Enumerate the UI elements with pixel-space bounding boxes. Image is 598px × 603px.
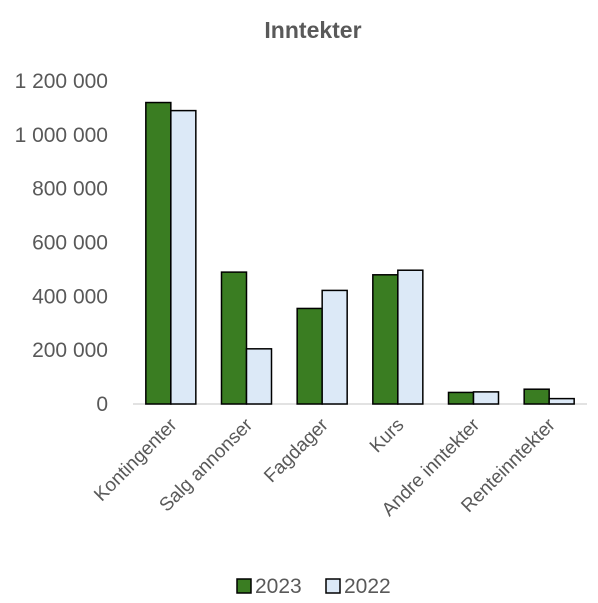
chart-title: Inntekter (264, 17, 361, 43)
bars-group (145, 101, 575, 405)
legend-label-2022: 2022 (344, 575, 391, 598)
y-tick-label: 200 000 (32, 339, 108, 362)
bar-2022-renteinntekter (548, 397, 575, 405)
bar-2023-andre-inntekter (447, 391, 475, 405)
y-tick-label: 1 200 000 (15, 70, 108, 93)
legend-label-2023: 2023 (255, 575, 302, 598)
legend-swatch-2022 (325, 578, 341, 594)
y-tick-label: 800 000 (32, 178, 108, 201)
y-tick-label: 0 (96, 393, 108, 416)
bar-2022-fagdager (321, 289, 348, 405)
legend: 2023 2022 (236, 575, 391, 598)
bar-2022-kurs (397, 269, 424, 405)
bar-2023-salg-annonser (220, 271, 248, 405)
bar-2023-kontingenter (145, 101, 172, 405)
bar-2022-kontingenter (170, 109, 197, 405)
x-category-label: Kurs (366, 415, 408, 457)
y-tick-label: 1 000 000 (15, 124, 108, 147)
y-axis-tick-labels: 0 200 000 400 000 600 000 800 000 1 000 000 1 … (15, 70, 108, 416)
bar-2023-kurs (372, 274, 399, 405)
bar-2022-salg-annonser (245, 348, 273, 405)
y-tick-label: 400 000 (32, 285, 108, 308)
bar-2023-fagdager (296, 307, 323, 405)
x-category-label: Fagdager (260, 414, 333, 487)
bar-2023-renteinntekter (523, 388, 550, 405)
legend-swatch-2023 (236, 578, 252, 594)
bar-2022-andre-inntekter (472, 391, 500, 405)
y-tick-label: 600 000 (32, 232, 108, 255)
